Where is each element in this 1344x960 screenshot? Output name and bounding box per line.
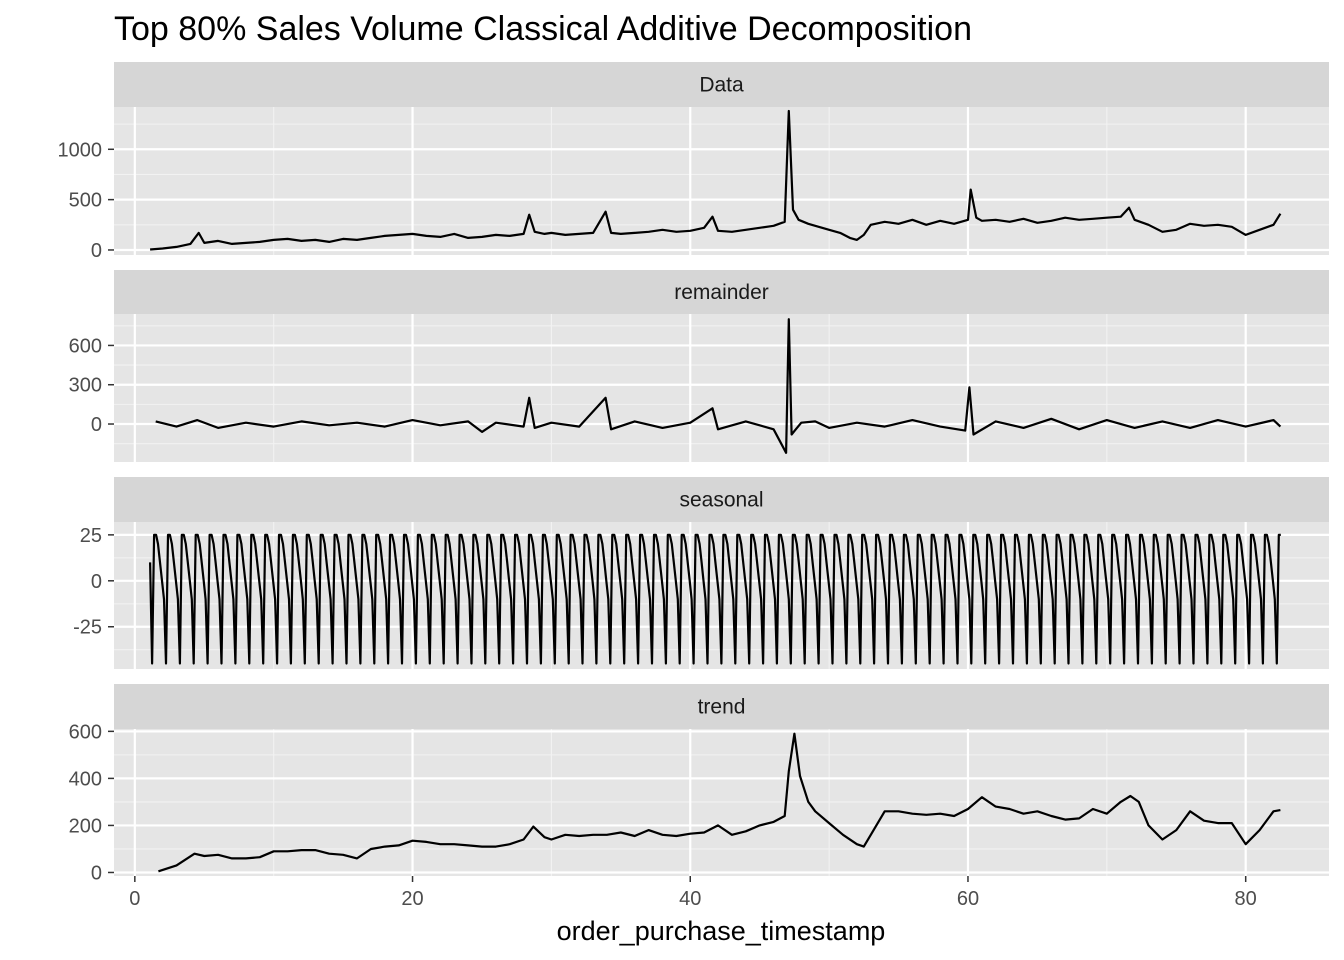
y-tick-label: 25 — [80, 525, 102, 547]
y-tick-label: 0 — [91, 240, 102, 262]
y-tick-label: 500 — [69, 190, 102, 212]
panel-data: Data 0 500 1000 — [58, 62, 1329, 262]
y-tick-label: 0 — [91, 414, 102, 436]
y-tick-label: 0 — [91, 862, 102, 884]
panel-remainder: remainder 0 300 600 — [69, 270, 1329, 462]
x-tick-label: 40 — [679, 888, 701, 910]
panel-background — [114, 729, 1329, 876]
chart-title: Top 80% Sales Volume Classical Additive … — [114, 10, 972, 48]
strip-label-trend: trend — [698, 696, 746, 719]
strip-label-seasonal: seasonal — [679, 489, 763, 512]
facet-panels: Data 0 500 1000 remainder 0 300 600 seasonal -25 0… — [58, 62, 1329, 884]
x-axis-title: order_purchase_timestamp — [557, 916, 886, 946]
strip-trend — [114, 684, 1329, 729]
series-line-data — [150, 109, 1282, 251]
x-tick-label: 80 — [1235, 888, 1257, 910]
strip-label-remainder: remainder — [674, 281, 769, 304]
x-tick-label: 60 — [957, 888, 979, 910]
panel-seasonal: seasonal -25 0 25 — [73, 477, 1329, 669]
series-line-seasonal — [149, 533, 1281, 665]
y-tick-label: 600 — [69, 335, 102, 357]
x-tick-label: 0 — [129, 888, 140, 910]
x-axis: 0 20 40 60 80 — [129, 876, 1257, 910]
panel-background — [114, 107, 1329, 255]
y-tick-label: 0 — [91, 571, 102, 593]
strip-data — [114, 62, 1329, 107]
y-tick-label: 400 — [69, 768, 102, 790]
y-tick-label: -25 — [73, 617, 102, 639]
y-tick-label: 600 — [69, 721, 102, 743]
strip-label-data: Data — [699, 74, 744, 97]
y-tick-label: 1000 — [58, 139, 103, 161]
strip-remainder — [114, 270, 1329, 314]
x-tick-label: 20 — [401, 888, 423, 910]
panel-background — [114, 314, 1329, 462]
panel-trend: trend 0 200 400 600 — [69, 684, 1329, 884]
series-line-trend — [158, 732, 1281, 873]
strip-seasonal — [114, 477, 1329, 522]
series-line-remainder — [155, 318, 1282, 454]
y-tick-label: 300 — [69, 375, 102, 397]
y-tick-label: 200 — [69, 815, 102, 837]
